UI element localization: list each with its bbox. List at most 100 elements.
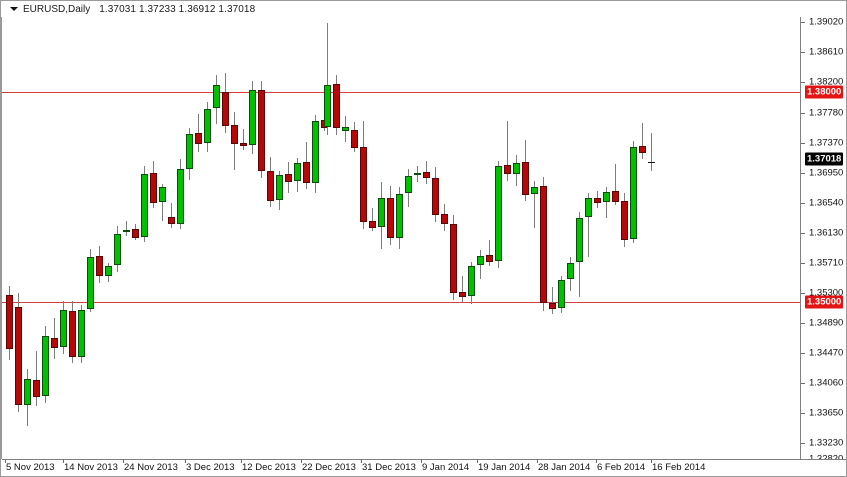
candlestick[interactable] xyxy=(468,17,475,459)
candle-body xyxy=(303,162,310,184)
candlestick[interactable] xyxy=(369,17,376,459)
candlestick[interactable] xyxy=(450,17,457,459)
candlestick[interactable] xyxy=(69,17,76,459)
candlestick[interactable] xyxy=(168,17,175,459)
candlestick[interactable] xyxy=(324,17,331,459)
price-level-label[interactable]: 1.38000 xyxy=(805,85,844,99)
candlestick[interactable] xyxy=(351,17,358,459)
candlestick[interactable] xyxy=(96,17,103,459)
price-axis-label: 1.39020 xyxy=(809,16,844,28)
candlestick[interactable] xyxy=(396,17,403,459)
candlestick[interactable] xyxy=(540,17,547,459)
candlestick[interactable] xyxy=(432,17,439,459)
price-tick xyxy=(801,22,805,23)
price-axis-label: 1.34060 xyxy=(809,377,844,389)
price-plot-area[interactable] xyxy=(2,17,800,459)
candlestick[interactable] xyxy=(504,17,511,459)
candlestick[interactable] xyxy=(6,17,13,459)
price-axis-label: 1.35710 xyxy=(809,257,844,269)
price-level-line[interactable] xyxy=(2,92,800,93)
candlestick[interactable] xyxy=(414,17,421,459)
candlestick[interactable] xyxy=(495,17,502,459)
candlestick[interactable] xyxy=(213,17,220,459)
candlestick[interactable] xyxy=(387,17,394,459)
candlestick[interactable] xyxy=(621,17,628,459)
candlestick[interactable] xyxy=(522,17,529,459)
candlestick[interactable] xyxy=(441,17,448,459)
candlestick[interactable] xyxy=(51,17,58,459)
candlestick[interactable] xyxy=(276,17,283,459)
candlestick[interactable] xyxy=(132,17,139,459)
candlestick[interactable] xyxy=(585,17,592,459)
candlestick[interactable] xyxy=(567,17,574,459)
candlestick[interactable] xyxy=(477,17,484,459)
candle-body xyxy=(504,165,511,175)
candle-body xyxy=(267,170,274,202)
candlestick[interactable] xyxy=(177,17,184,459)
candlestick[interactable] xyxy=(423,17,430,459)
price-axis[interactable]: 1.39020 1.38610 1.38200 1.37780 1.37370 1.369… xyxy=(800,16,846,465)
candlestick[interactable] xyxy=(231,17,238,459)
candlestick[interactable] xyxy=(648,17,655,459)
candlestick[interactable] xyxy=(531,17,538,459)
candlestick[interactable] xyxy=(33,17,40,459)
candlestick[interactable] xyxy=(24,17,31,459)
candle-body xyxy=(495,165,502,261)
candlestick[interactable] xyxy=(405,17,412,459)
candle-body xyxy=(423,172,430,179)
candlestick[interactable] xyxy=(630,17,637,459)
candlestick[interactable] xyxy=(159,17,166,459)
candlestick[interactable] xyxy=(60,17,67,459)
candle-body xyxy=(123,229,130,232)
candle-body xyxy=(414,172,421,175)
candle-wick xyxy=(171,203,172,228)
candlestick[interactable] xyxy=(513,17,520,459)
candlestick[interactable] xyxy=(603,17,610,459)
candle-body xyxy=(612,191,619,202)
candlestick[interactable] xyxy=(195,17,202,459)
candlestick[interactable] xyxy=(204,17,211,459)
candle-body xyxy=(168,216,175,225)
candlestick[interactable] xyxy=(267,17,274,459)
candlestick[interactable] xyxy=(249,17,256,459)
price-tick xyxy=(801,383,805,384)
chevron-down-icon[interactable] xyxy=(7,2,21,16)
candle-body xyxy=(141,173,148,237)
candlestick[interactable] xyxy=(105,17,112,459)
candlestick[interactable] xyxy=(114,17,121,459)
candlestick[interactable] xyxy=(294,17,301,459)
candlestick[interactable] xyxy=(549,17,556,459)
candlestick[interactable] xyxy=(15,17,22,459)
candlestick[interactable] xyxy=(576,17,583,459)
candlestick[interactable] xyxy=(312,17,319,459)
candlestick[interactable] xyxy=(240,17,247,459)
candlestick[interactable] xyxy=(87,17,94,459)
candlestick[interactable] xyxy=(186,17,193,459)
candle-body xyxy=(477,256,484,266)
price-level-label[interactable]: 1.35000 xyxy=(805,295,844,309)
date-axis[interactable]: 5 Nov 2013 14 Nov 2013 24 Nov 2013 3 Dec 20… xyxy=(2,459,846,476)
candlestick[interactable] xyxy=(333,17,340,459)
candle-body xyxy=(42,336,49,396)
candlestick[interactable] xyxy=(285,17,292,459)
candlestick[interactable] xyxy=(303,17,310,459)
candlestick[interactable] xyxy=(342,17,349,459)
candlestick[interactable] xyxy=(612,17,619,459)
candlestick[interactable] xyxy=(123,17,130,459)
candle-wick xyxy=(327,22,328,135)
candlestick[interactable] xyxy=(639,17,646,459)
price-axis-label: 1.33230 xyxy=(809,437,844,449)
candlestick[interactable] xyxy=(594,17,601,459)
candlestick[interactable] xyxy=(486,17,493,459)
candlestick[interactable] xyxy=(78,17,85,459)
candlestick[interactable] xyxy=(150,17,157,459)
candlestick[interactable] xyxy=(222,17,229,459)
candlestick[interactable] xyxy=(558,17,565,459)
candlestick[interactable] xyxy=(42,17,49,459)
candlestick[interactable] xyxy=(360,17,367,459)
candlestick[interactable] xyxy=(378,17,385,459)
candlestick[interactable] xyxy=(459,17,466,459)
price-level-line[interactable] xyxy=(2,302,800,303)
candlestick[interactable] xyxy=(258,17,265,459)
candlestick[interactable] xyxy=(141,17,148,459)
